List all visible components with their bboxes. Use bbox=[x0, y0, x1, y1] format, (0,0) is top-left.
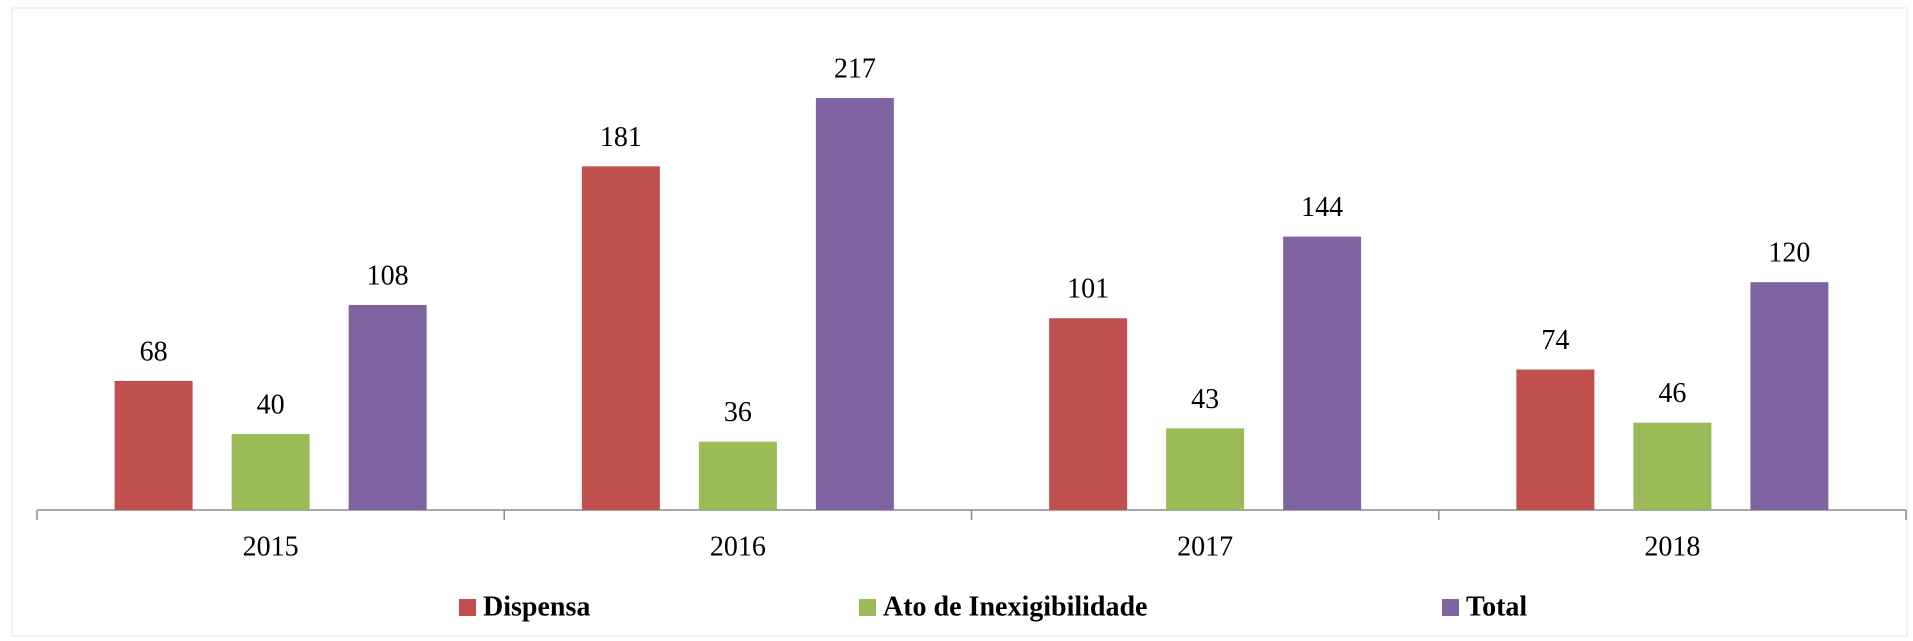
data-label: 101 bbox=[1067, 274, 1109, 305]
data-label: 40 bbox=[257, 389, 285, 420]
legend-label: Total bbox=[1466, 591, 1527, 622]
bar bbox=[698, 441, 777, 510]
bar bbox=[815, 98, 894, 510]
legend-swatch bbox=[1442, 599, 1459, 616]
bar bbox=[1750, 282, 1829, 510]
data-label: 144 bbox=[1301, 192, 1343, 223]
data-label: 108 bbox=[367, 260, 409, 291]
chart-border bbox=[11, 7, 1908, 637]
bar bbox=[1516, 369, 1595, 510]
bar bbox=[231, 434, 310, 510]
data-label: 36 bbox=[724, 397, 752, 428]
bar bbox=[1283, 236, 1362, 511]
bar bbox=[348, 304, 427, 510]
x-tick-label: 2017 bbox=[1177, 531, 1233, 562]
legend-swatch bbox=[859, 599, 876, 616]
data-label: 120 bbox=[1768, 238, 1810, 269]
bar bbox=[114, 380, 193, 510]
data-label: 181 bbox=[600, 122, 642, 153]
x-tick-label: 2015 bbox=[243, 531, 299, 562]
data-label: 46 bbox=[1658, 378, 1686, 409]
legend-swatch bbox=[459, 599, 476, 616]
data-label: 68 bbox=[140, 336, 168, 367]
x-tick-label: 2018 bbox=[1644, 531, 1700, 562]
bar bbox=[581, 166, 660, 511]
bar bbox=[1166, 428, 1245, 510]
bar bbox=[1633, 422, 1712, 510]
bar bbox=[1049, 318, 1128, 510]
x-tick-label: 2016 bbox=[710, 531, 766, 562]
data-label: 217 bbox=[834, 53, 876, 84]
data-label: 74 bbox=[1541, 325, 1569, 356]
legend-label: Ato de Inexigibilidade bbox=[883, 591, 1147, 622]
legend-label: Dispensa bbox=[483, 591, 590, 622]
data-label: 43 bbox=[1191, 384, 1219, 415]
